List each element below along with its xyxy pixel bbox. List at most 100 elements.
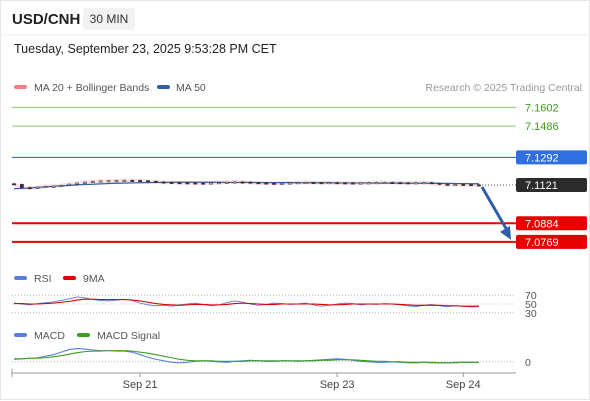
legend-swatch-rsi	[14, 276, 27, 280]
credit-text: Research © 2025 Trading Central	[425, 82, 582, 94]
rsi-legend: RSI 9MA	[14, 273, 105, 285]
candle-body	[343, 182, 347, 185]
pivot-tag	[516, 150, 587, 165]
legend-label-rsi: RSI	[34, 273, 52, 285]
level-7-1292: 7.1292	[12, 150, 587, 165]
support-label: 7.0884	[525, 218, 559, 230]
x-axis: Sep 21 Sep 23 Sep 24	[11, 369, 516, 391]
macd-tick-label: 0	[525, 357, 531, 369]
rsi-line	[13, 296, 480, 308]
candle-body	[130, 180, 135, 182]
pivot-label: 7.1292	[525, 152, 559, 164]
candle-body	[358, 182, 363, 185]
candle-body	[161, 181, 166, 184]
candle-body	[256, 182, 261, 185]
legend-label-ma50: MA 50	[176, 82, 206, 94]
candle-body	[453, 184, 458, 186]
candle-body	[280, 182, 284, 185]
candle-body	[138, 180, 143, 183]
forecast-arrow-head	[500, 225, 511, 240]
candle-body	[169, 182, 174, 184]
legend-swatch-ma50	[157, 85, 170, 89]
candle-body	[232, 181, 237, 184]
macd-panel: 0	[12, 348, 531, 369]
level-7-1486: 7.1486	[12, 121, 559, 133]
candle-body	[319, 182, 324, 185]
candle-body	[374, 182, 379, 185]
candle-body	[122, 180, 127, 182]
candle-body	[264, 182, 269, 185]
forecast-arrow-shaft	[480, 186, 510, 233]
candle-body	[398, 182, 403, 185]
bollinger-band	[14, 178, 479, 191]
candles	[12, 179, 481, 190]
legend-swatch-macd-signal	[77, 333, 90, 337]
resistance-label: 7.1486	[525, 121, 559, 133]
macd-legend: MACD MACD Signal	[14, 330, 160, 342]
candle-body	[461, 184, 466, 186]
candle-body	[382, 182, 387, 184]
candle-body	[350, 182, 355, 185]
candle-body	[437, 182, 442, 185]
rsi-tick-label: 50	[525, 299, 537, 311]
candle-body	[390, 182, 395, 184]
candle-body	[303, 182, 308, 184]
candle-body	[477, 184, 481, 187]
price-panel: 7.1602 7.1486 7.1292 7.1121 7.0884 7.0769	[12, 102, 587, 249]
last-price-tag	[516, 178, 587, 193]
candle-body	[51, 185, 56, 188]
candle-body	[429, 182, 434, 185]
candle-body	[98, 180, 103, 183]
candle-body	[146, 180, 150, 183]
x-tick-label: Sep 24	[446, 379, 481, 391]
candle-body	[201, 182, 206, 185]
candle-body	[12, 183, 16, 186]
candle-body	[366, 182, 371, 185]
candle-body	[35, 186, 40, 189]
legend-label-ma20: MA 20 + Bollinger Bands	[34, 82, 149, 94]
candle-body	[311, 182, 316, 184]
support-tag	[516, 216, 587, 231]
candle-body	[177, 182, 182, 185]
candle-body	[106, 180, 111, 183]
candle-body	[59, 185, 64, 188]
candle-body	[83, 181, 87, 184]
interval-badge[interactable]: 30 MIN	[83, 8, 135, 30]
x-tick-label: Sep 23	[320, 379, 355, 391]
candle-body	[421, 182, 426, 185]
rsi-tick-label: 30	[525, 308, 537, 320]
candle-body	[19, 184, 24, 188]
candle-body	[414, 182, 418, 185]
resistance-label: 7.1602	[525, 102, 559, 114]
level-7-0884: 7.0884	[12, 216, 587, 231]
candle-body	[209, 182, 213, 185]
level-7-0769: 7.0769	[12, 234, 587, 249]
candle-body	[193, 182, 198, 185]
candle-body	[272, 182, 276, 185]
support-tag	[516, 234, 587, 249]
candle-body	[287, 182, 292, 185]
rsi-9ma-line	[14, 298, 479, 307]
legend-label-9ma: 9MA	[83, 273, 105, 285]
candle-body	[248, 181, 253, 184]
last-price-label: 7.1121	[525, 180, 558, 192]
legend-swatch-macd	[14, 333, 27, 337]
candle-body	[185, 182, 190, 185]
candle-body	[43, 186, 48, 188]
timestamp: Tuesday, September 23, 2025 9:53:28 PM C…	[14, 42, 277, 56]
candle-body	[114, 180, 119, 183]
candle-body	[217, 182, 221, 185]
candle-body	[335, 182, 340, 185]
candle-body	[67, 183, 72, 186]
level-7-1602: 7.1602	[12, 102, 559, 114]
candle-body	[406, 182, 410, 185]
legend-label-macd: MACD	[34, 330, 65, 342]
candle-body	[224, 181, 229, 184]
candle-body	[153, 181, 158, 183]
x-tick-label: Sep 21	[123, 379, 158, 391]
candle-body	[445, 183, 450, 186]
rsi-tick-label: 70	[525, 290, 537, 302]
